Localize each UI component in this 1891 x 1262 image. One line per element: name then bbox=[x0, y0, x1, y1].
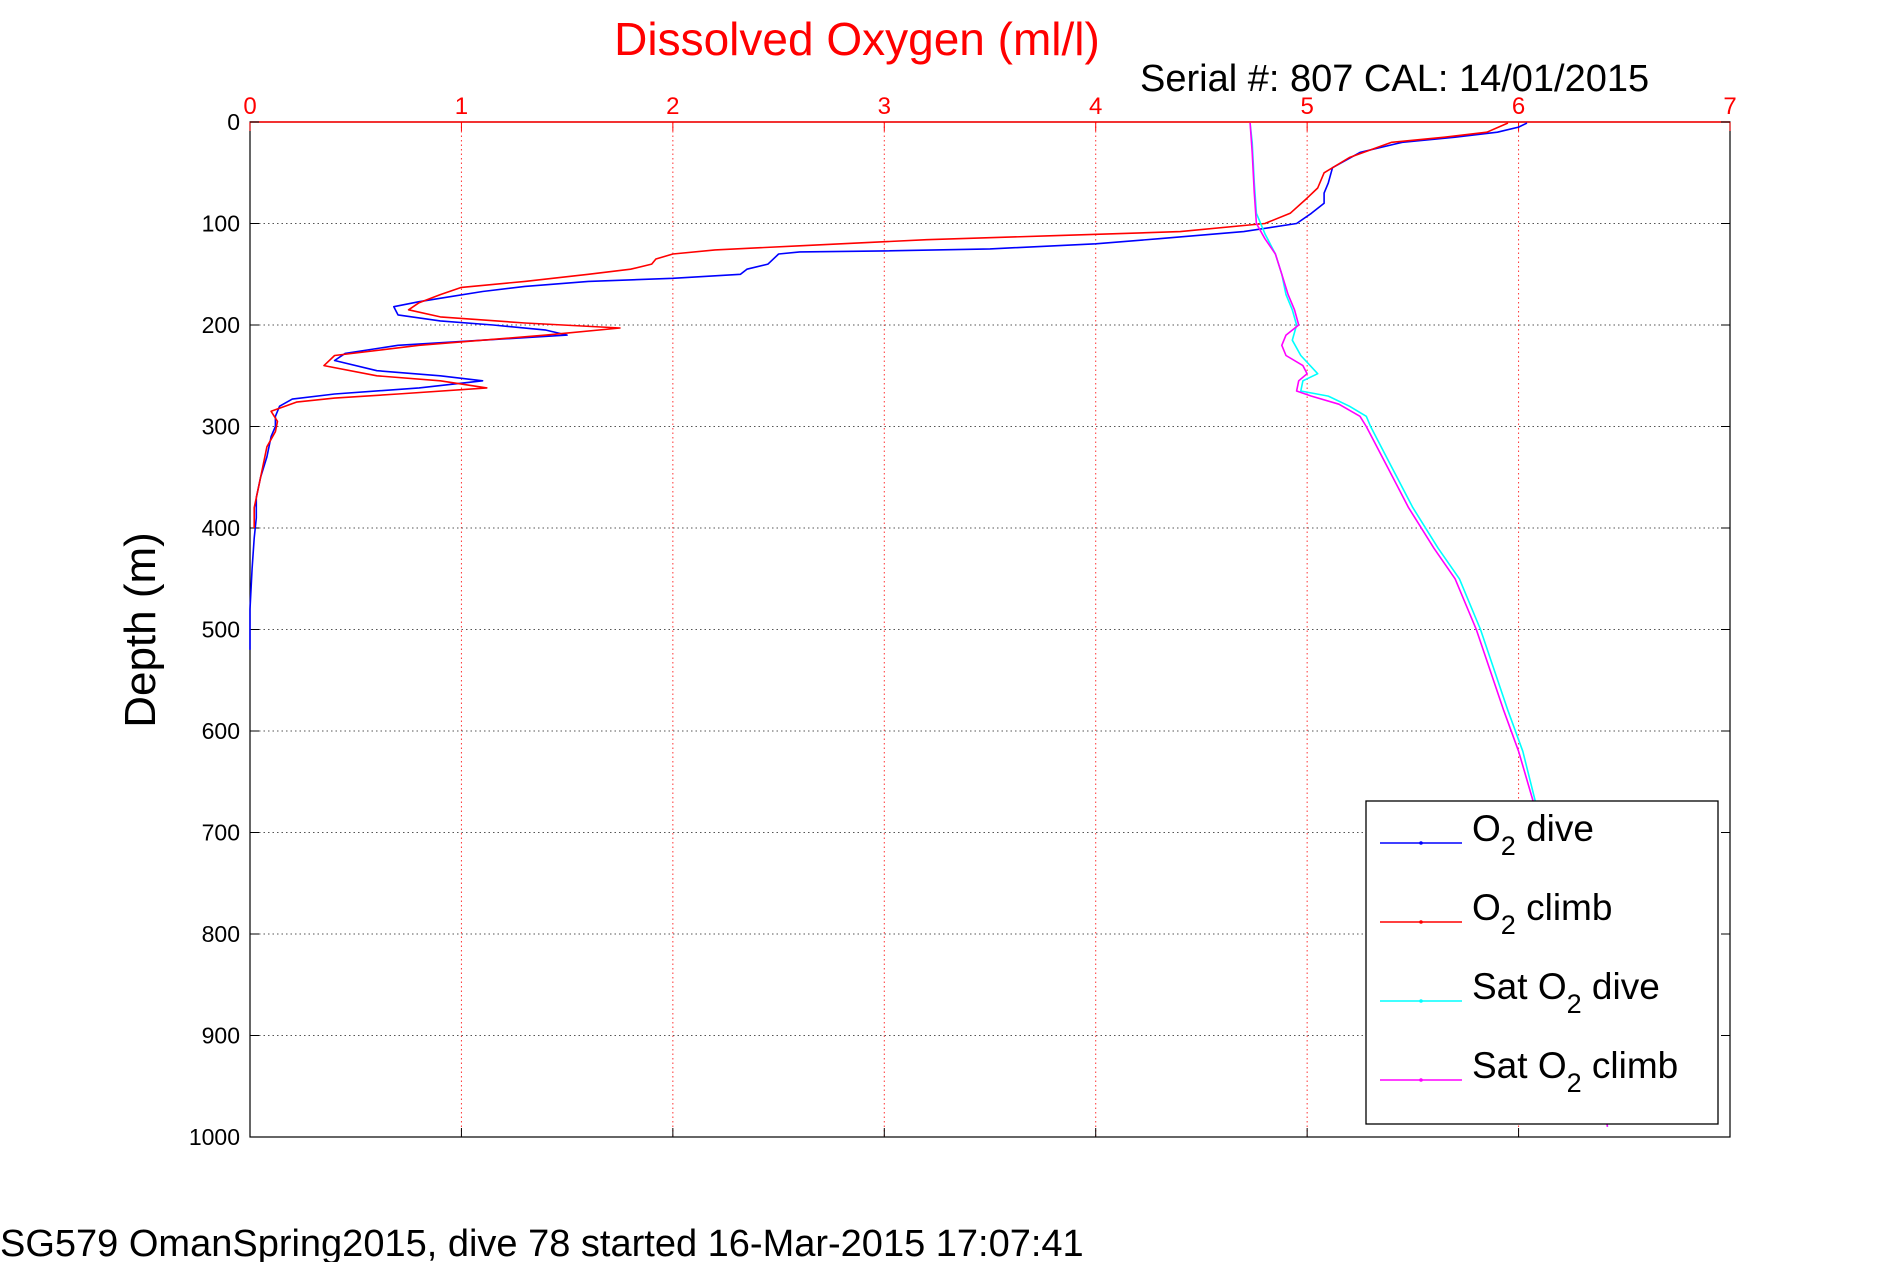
chart-title: Dissolved Oxygen (ml/l) bbox=[614, 13, 1100, 65]
y-tick-label: 700 bbox=[202, 820, 240, 846]
series-line-o2_dive bbox=[249, 122, 1528, 650]
y-tick-label: 600 bbox=[202, 718, 240, 744]
x-tick-label: 5 bbox=[1300, 93, 1313, 120]
legend-marker-sat_climb bbox=[1419, 1078, 1423, 1082]
legend-label-o2_climb: O2 climb bbox=[1472, 887, 1612, 940]
y-tick-label: 200 bbox=[202, 312, 240, 338]
x-tick-label: 6 bbox=[1512, 93, 1525, 120]
x-tick-label: 7 bbox=[1723, 93, 1736, 120]
x-axis: 0 1 2 3 4 5 6 7 bbox=[243, 93, 1737, 1137]
x-tick-label: 4 bbox=[1089, 93, 1102, 120]
series-line-sat_climb bbox=[1249, 122, 1609, 1127]
legend-marker-o2_dive bbox=[1419, 841, 1423, 845]
y-axis-label: Depth (m) bbox=[116, 532, 165, 728]
y-tick-label: 500 bbox=[202, 617, 240, 643]
series-line-o2_climb bbox=[253, 122, 1509, 528]
y-tick-label: 300 bbox=[202, 414, 240, 440]
x-tick-label: 3 bbox=[878, 93, 891, 120]
chart-subtitle: Serial #: 807 CAL: 14/01/2015 bbox=[1140, 58, 1649, 100]
y-tick-label: 0 bbox=[227, 109, 240, 135]
legend-box bbox=[1365, 800, 1719, 1125]
y-tick-label: 400 bbox=[202, 515, 240, 541]
x-tick-label: 2 bbox=[666, 93, 679, 120]
x-tick-label: 0 bbox=[243, 93, 256, 120]
y-tick-label: 1000 bbox=[189, 1124, 240, 1150]
legend-label-sat_dive: Sat O2 dive bbox=[1472, 966, 1660, 1019]
legend-marker-sat_dive bbox=[1419, 999, 1423, 1003]
legend-label-sat_climb: Sat O2 climb bbox=[1472, 1045, 1678, 1098]
footer-text: SG579 OmanSpring2015, dive 78 started 16… bbox=[0, 1223, 1084, 1262]
legend-label-o2_dive: O2 dive bbox=[1472, 808, 1594, 861]
y-axis: 0 100 200 300 400 500 600 700 800 900 1000 bbox=[189, 109, 1730, 1150]
x-tick-label: 1 bbox=[455, 93, 468, 120]
legend: O2 dive O2 climb Sat O2 dive Sat O2 climb bbox=[1365, 800, 1719, 1125]
series-lines bbox=[249, 122, 1609, 1127]
y-tick-label: 900 bbox=[202, 1023, 240, 1049]
legend-marker-o2_climb bbox=[1419, 920, 1423, 924]
y-tick-label: 100 bbox=[202, 211, 240, 237]
y-tick-label: 800 bbox=[202, 921, 240, 947]
